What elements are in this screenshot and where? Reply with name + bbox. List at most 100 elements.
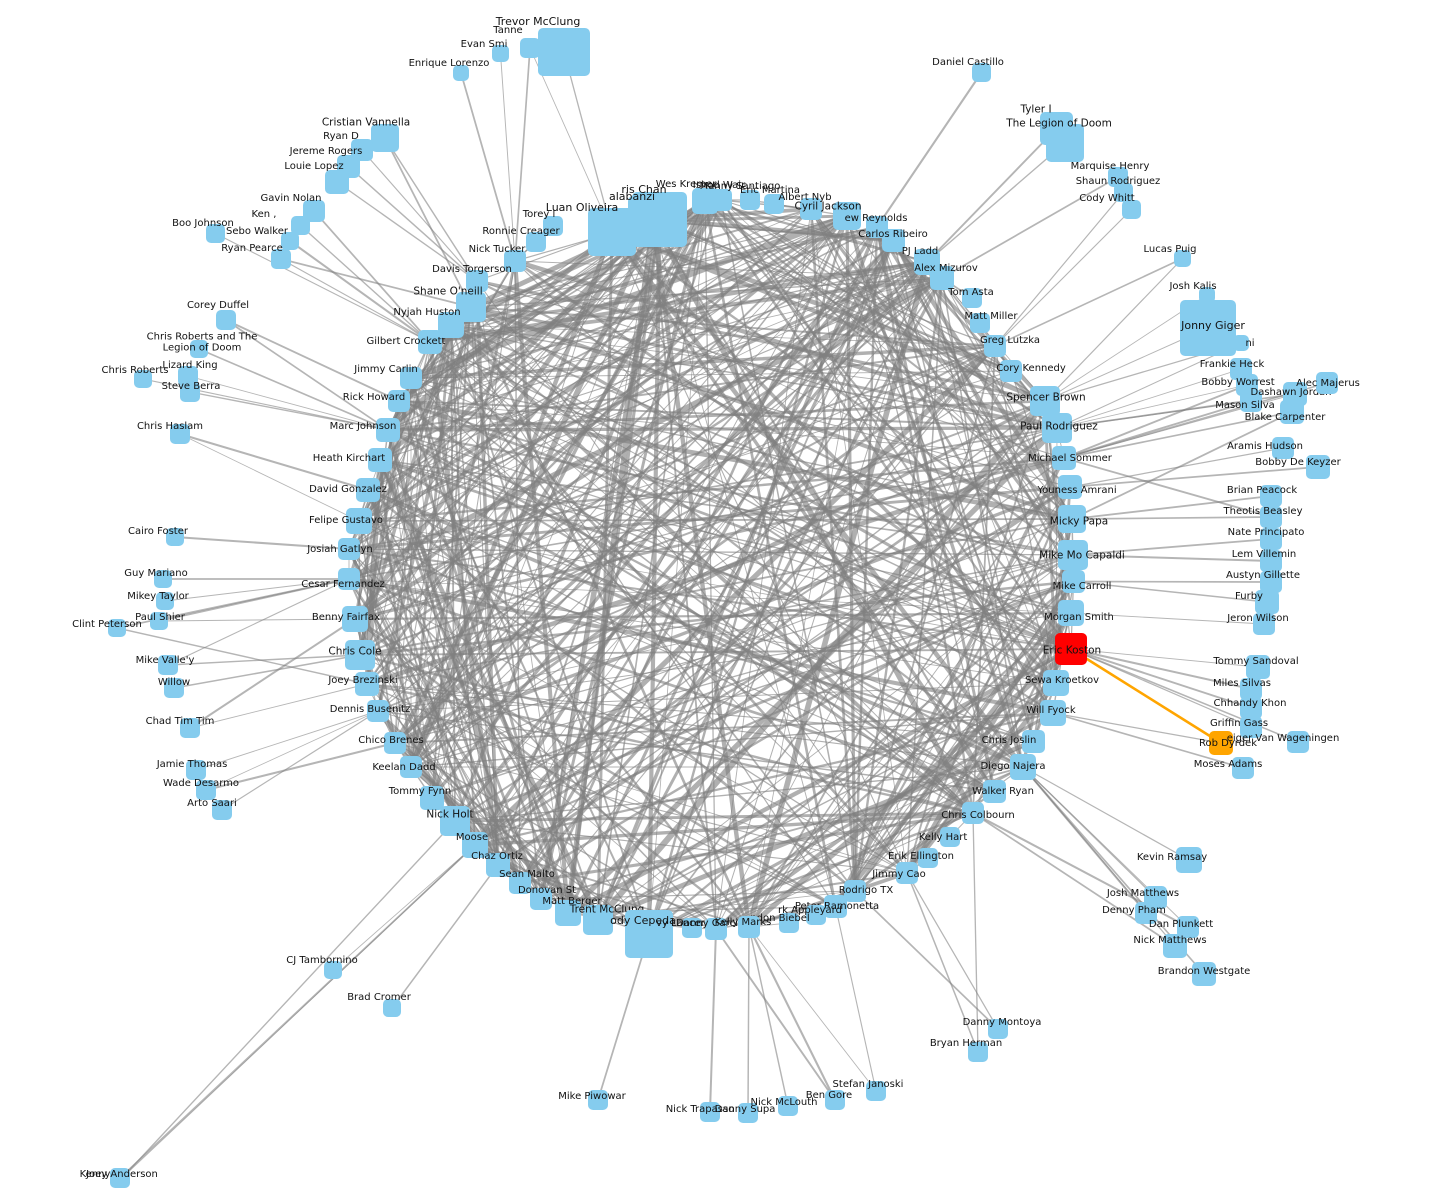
graph-node[interactable] xyxy=(190,340,208,358)
graph-node[interactable] xyxy=(800,198,822,220)
graph-node[interactable] xyxy=(1260,506,1282,528)
graph-node[interactable] xyxy=(1055,633,1087,665)
graph-node[interactable] xyxy=(1240,697,1262,719)
graph-node[interactable] xyxy=(342,606,368,632)
graph-node[interactable] xyxy=(466,270,488,292)
graph-node[interactable] xyxy=(134,370,152,388)
graph-node[interactable] xyxy=(625,910,673,958)
graph-node[interactable] xyxy=(882,229,905,252)
graph-node[interactable] xyxy=(367,700,389,722)
graph-node[interactable] xyxy=(705,918,727,940)
graph-node[interactable] xyxy=(1240,678,1262,700)
graph-node[interactable] xyxy=(216,310,236,330)
graph-node[interactable] xyxy=(384,732,406,754)
graph-node[interactable] xyxy=(178,366,198,386)
graph-node[interactable] xyxy=(583,905,613,935)
graph-node[interactable] xyxy=(824,895,847,918)
graph-node[interactable] xyxy=(778,1096,798,1116)
graph-node[interactable] xyxy=(356,478,380,502)
graph-node[interactable] xyxy=(844,880,866,902)
graph-node[interactable] xyxy=(988,1019,1008,1039)
graph-node[interactable] xyxy=(462,832,488,858)
graph-node[interactable] xyxy=(1058,505,1086,533)
graph-node[interactable] xyxy=(1043,670,1069,696)
graph-node[interactable] xyxy=(764,194,784,214)
graph-node[interactable] xyxy=(206,224,225,243)
graph-node[interactable] xyxy=(1240,390,1262,412)
graph-node[interactable] xyxy=(710,189,732,211)
graph-node[interactable] xyxy=(154,570,172,588)
graph-node[interactable] xyxy=(212,800,232,820)
graph-node[interactable] xyxy=(355,672,379,696)
graph-node[interactable] xyxy=(1010,754,1036,780)
graph-node[interactable] xyxy=(1062,570,1085,593)
graph-node[interactable] xyxy=(628,196,678,246)
graph-node[interactable] xyxy=(740,190,760,210)
graph-node[interactable] xyxy=(388,390,410,412)
graph-node[interactable] xyxy=(896,862,918,884)
graph-node[interactable] xyxy=(1058,540,1088,570)
graph-node[interactable] xyxy=(526,232,546,252)
graph-node[interactable] xyxy=(984,335,1006,357)
graph-node[interactable] xyxy=(383,999,401,1017)
graph-node[interactable] xyxy=(968,1042,988,1062)
graph-node[interactable] xyxy=(972,63,991,82)
graph-node[interactable] xyxy=(1022,730,1045,753)
graph-node[interactable] xyxy=(186,760,206,780)
graph-node[interactable] xyxy=(520,38,540,58)
graph-node[interactable] xyxy=(1316,372,1338,394)
graph-node[interactable] xyxy=(1280,400,1304,424)
graph-node[interactable] xyxy=(346,508,372,534)
graph-node[interactable] xyxy=(1255,590,1279,614)
graph-node[interactable] xyxy=(1199,287,1215,303)
graph-node[interactable] xyxy=(1287,731,1309,753)
graph-node[interactable] xyxy=(438,312,464,338)
graph-node[interactable] xyxy=(1042,413,1072,443)
graph-node[interactable] xyxy=(833,202,861,230)
graph-node[interactable] xyxy=(504,250,526,272)
graph-node[interactable] xyxy=(1135,902,1157,924)
graph-node[interactable] xyxy=(1306,455,1330,479)
graph-node[interactable] xyxy=(164,678,184,698)
graph-node[interactable] xyxy=(1260,571,1282,593)
graph-node[interactable] xyxy=(1233,335,1249,351)
graph-node[interactable] xyxy=(530,888,552,910)
graph-node[interactable] xyxy=(1176,847,1202,873)
graph-node[interactable] xyxy=(1253,613,1275,635)
graph-node[interactable] xyxy=(1260,485,1282,507)
graph-node[interactable] xyxy=(538,28,590,76)
graph-node[interactable] xyxy=(281,232,299,250)
graph-node[interactable] xyxy=(509,872,531,894)
graph-node[interactable] xyxy=(486,853,510,877)
graph-node[interactable] xyxy=(1058,600,1084,626)
graph-node[interactable] xyxy=(338,538,360,560)
graph-node[interactable] xyxy=(738,916,760,938)
graph-node[interactable] xyxy=(345,640,375,670)
graph-node[interactable] xyxy=(983,780,1006,803)
graph-node[interactable] xyxy=(170,424,190,444)
graph-node[interactable] xyxy=(338,568,360,590)
graph-node[interactable] xyxy=(825,1090,845,1110)
graph-node[interactable] xyxy=(555,900,581,926)
graph-node[interactable] xyxy=(970,313,990,333)
graph-node[interactable] xyxy=(700,1102,720,1122)
graph-node[interactable] xyxy=(1174,250,1191,267)
graph-node[interactable] xyxy=(543,216,563,236)
graph-node[interactable] xyxy=(962,802,984,824)
graph-node[interactable] xyxy=(400,367,422,389)
graph-node[interactable] xyxy=(1122,200,1141,219)
graph-node[interactable] xyxy=(682,918,702,938)
graph-node[interactable] xyxy=(1246,655,1270,679)
graph-node[interactable] xyxy=(866,1081,886,1101)
graph-node[interactable] xyxy=(1177,916,1199,938)
graph-node[interactable] xyxy=(420,786,444,810)
graph-node[interactable] xyxy=(368,448,392,472)
graph-node[interactable] xyxy=(271,249,291,269)
graph-node[interactable] xyxy=(738,1103,758,1123)
graph-node[interactable] xyxy=(1052,446,1076,470)
graph-node[interactable] xyxy=(108,619,126,637)
graph-node[interactable] xyxy=(918,848,938,868)
graph-node[interactable] xyxy=(325,170,349,194)
graph-node[interactable] xyxy=(1163,934,1187,958)
